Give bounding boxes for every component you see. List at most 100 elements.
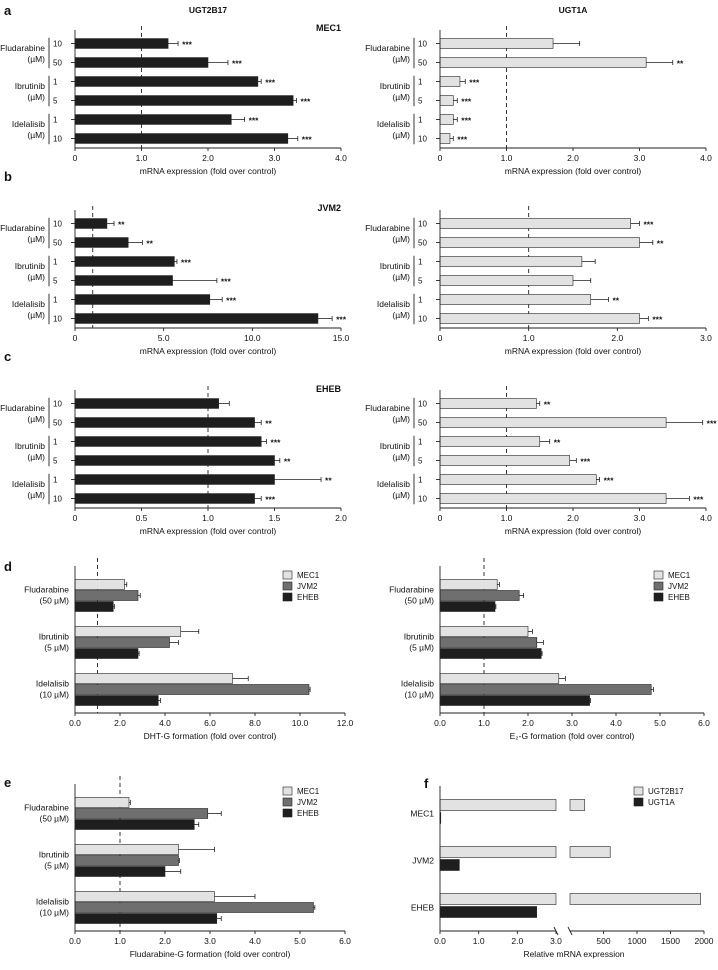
significance-mark: *** bbox=[265, 78, 276, 88]
x-tick-label: 4.0 bbox=[335, 153, 347, 163]
bar bbox=[439, 455, 570, 466]
significance-mark: *** bbox=[181, 258, 192, 268]
category-unit: (50 µM) bbox=[40, 814, 70, 824]
group-unit: (µM) bbox=[27, 310, 45, 320]
dose-label: 10 bbox=[418, 40, 427, 49]
x-axis-label: E₂-G formation (fold over control) bbox=[510, 731, 635, 741]
significance-mark: *** bbox=[461, 116, 472, 126]
axis-break-mark bbox=[567, 926, 573, 936]
x-tick-label: 15.0 bbox=[333, 333, 350, 343]
category-label: Fludarabine bbox=[24, 803, 69, 813]
x-tick-label: 0 bbox=[73, 153, 78, 163]
significance-mark: ** bbox=[657, 239, 664, 249]
bar bbox=[439, 275, 574, 286]
dose-label: 5 bbox=[418, 277, 423, 286]
chart-subtitle: MEC1 bbox=[316, 23, 341, 33]
category-label: MEC1 bbox=[410, 809, 434, 819]
bar bbox=[74, 673, 233, 684]
group-unit: (µM) bbox=[392, 130, 410, 140]
x-tick-label: 8.0 bbox=[249, 718, 261, 728]
significance-mark: *** bbox=[249, 116, 260, 126]
x-tick-label: 3.0 bbox=[700, 333, 712, 343]
bar bbox=[74, 590, 139, 601]
x-tick-label: 2.0 bbox=[335, 513, 347, 523]
significance-mark: *** bbox=[232, 59, 243, 69]
bar bbox=[439, 38, 554, 49]
legend-label: JVM2 bbox=[668, 582, 689, 591]
group-label: Ibrutinib bbox=[15, 441, 46, 451]
category-label: JVM2 bbox=[412, 856, 434, 866]
bar bbox=[74, 237, 129, 248]
group-label: Ibrutinib bbox=[380, 81, 411, 91]
significance-mark: *** bbox=[457, 135, 468, 145]
bar bbox=[74, 398, 219, 409]
x-tick-label: 6.0 bbox=[339, 936, 351, 946]
group-unit: (µM) bbox=[27, 272, 45, 282]
dose-label: 1 bbox=[53, 78, 58, 87]
group-unit: (µM) bbox=[392, 452, 410, 462]
bar bbox=[74, 684, 310, 695]
legend-label: UGT2B17 bbox=[648, 787, 684, 796]
bar bbox=[74, 313, 319, 324]
panel-letter: b bbox=[4, 169, 12, 184]
legend-label: JVM2 bbox=[297, 582, 318, 591]
dose-label: 10 bbox=[418, 220, 427, 229]
group-label: Fludarabine bbox=[0, 43, 45, 53]
x-tick-label: 1.5 bbox=[269, 513, 281, 523]
bar bbox=[439, 218, 631, 229]
significance-mark: *** bbox=[707, 419, 718, 429]
x-tick-label: 0 bbox=[438, 153, 443, 163]
group-label: Ibrutinib bbox=[380, 441, 411, 451]
group-unit: (µM) bbox=[27, 130, 45, 140]
dose-label: 50 bbox=[53, 419, 62, 428]
dose-label: 50 bbox=[418, 239, 427, 248]
legend-label: JVM2 bbox=[297, 798, 318, 807]
legend-swatch bbox=[633, 786, 644, 796]
category-label: Ibrutinib bbox=[39, 850, 70, 860]
significance-mark: *** bbox=[302, 135, 313, 145]
bar bbox=[74, 133, 289, 144]
x-tick-label: 6.0 bbox=[204, 718, 216, 728]
x-axis-label: Fludarabine-G formation (fold over contr… bbox=[130, 949, 291, 959]
chart-f: f MEC1 JVM2 EHEB 0.0 1.0 2.0 3.0 500 1000 1500 2000… bbox=[410, 776, 713, 959]
category-label: Fludarabine bbox=[24, 585, 69, 595]
x-tick-label: 0.0 bbox=[69, 936, 81, 946]
x-tick-label: 1.0 bbox=[501, 153, 513, 163]
group-unit: (µM) bbox=[392, 490, 410, 500]
bar-segment bbox=[439, 846, 557, 858]
bar-segment bbox=[569, 893, 701, 905]
dose-label: 10 bbox=[53, 315, 62, 324]
bar bbox=[439, 859, 460, 871]
dose-label: 10 bbox=[418, 495, 427, 504]
dose-label: 50 bbox=[418, 59, 427, 68]
group-label: Ibrutinib bbox=[15, 81, 46, 91]
group-unit: (µM) bbox=[27, 54, 45, 64]
x-tick-label: 2.0 bbox=[567, 513, 579, 523]
dose-label: 50 bbox=[53, 239, 62, 248]
bar-segment bbox=[569, 846, 611, 858]
bar bbox=[439, 648, 542, 659]
bar bbox=[74, 637, 170, 648]
bar bbox=[439, 637, 538, 648]
dose-label: 1 bbox=[418, 476, 423, 485]
x-tick-label: 0.0 bbox=[434, 936, 446, 946]
bar bbox=[439, 590, 520, 601]
category-unit: (50 µM) bbox=[40, 596, 70, 606]
group-unit: (µM) bbox=[27, 92, 45, 102]
bar bbox=[439, 579, 498, 590]
x-tick-label: 5.0 bbox=[158, 333, 170, 343]
x-tick-label: 0 bbox=[73, 333, 78, 343]
x-tick-label: 5.0 bbox=[294, 936, 306, 946]
x-tick-label: 5.0 bbox=[654, 718, 666, 728]
group-label: Idelalisib bbox=[377, 119, 410, 129]
significance-mark: *** bbox=[604, 476, 615, 486]
dose-label: 10 bbox=[418, 400, 427, 409]
group-label: Idelalisib bbox=[377, 299, 410, 309]
significance-mark: *** bbox=[271, 438, 282, 448]
bar bbox=[439, 493, 667, 504]
dose-label: 10 bbox=[53, 40, 62, 49]
